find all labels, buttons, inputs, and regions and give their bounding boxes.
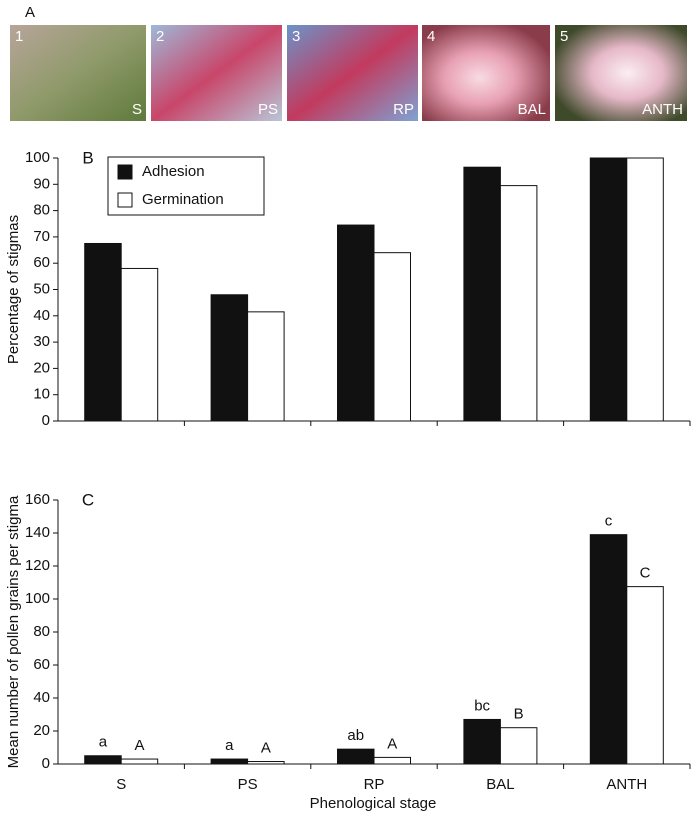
legend-swatch (117, 164, 133, 180)
photo-number: 4 (427, 28, 435, 45)
panel-label: B (82, 148, 93, 167)
photo (10, 25, 146, 121)
legend-label: Adhesion (142, 163, 205, 180)
y-tick-label: 20 (33, 722, 50, 739)
x-tick-label: BAL (486, 776, 514, 793)
x-tick-label: S (116, 776, 126, 793)
x-tick-label: ANTH (606, 776, 647, 793)
y-tick-label: 140 (25, 524, 50, 541)
photo-label: ANTH (642, 101, 683, 118)
bar (210, 294, 249, 422)
photo-number: 5 (560, 28, 568, 45)
bar (120, 758, 159, 765)
photo-label: PS (258, 101, 278, 118)
significance-label: C (640, 565, 651, 582)
y-tick-label: 30 (33, 333, 50, 350)
y-tick-label: 120 (25, 557, 50, 574)
bar (589, 157, 628, 422)
photo (287, 25, 418, 121)
y-tick-label: 60 (33, 254, 50, 271)
photo-label: S (132, 101, 142, 118)
y-tick-label: 0 (42, 412, 50, 429)
y-tick-label: 90 (33, 175, 50, 192)
legend-swatch (117, 192, 133, 208)
bar (463, 718, 501, 765)
bar (589, 534, 628, 765)
y-tick-label: 70 (33, 228, 50, 245)
photo-label: RP (393, 101, 414, 118)
significance-label: ab (347, 727, 364, 744)
photo-number: 2 (156, 28, 164, 45)
bar (84, 242, 122, 422)
x-axis-label: Phenological stage (310, 795, 437, 812)
photo (422, 25, 550, 121)
significance-label: a (99, 734, 108, 751)
x-tick-label: PS (238, 776, 258, 793)
photo-number: 1 (15, 28, 23, 45)
photo (555, 25, 687, 121)
legend-label: Germination (142, 191, 224, 208)
bar (499, 727, 538, 765)
bar (337, 224, 375, 422)
y-tick-label: 80 (33, 623, 50, 640)
y-axis-label: Percentage of stigmas (5, 215, 22, 364)
bar (210, 758, 249, 765)
y-tick-label: 50 (33, 280, 50, 297)
significance-label: A (134, 737, 144, 754)
bar (247, 311, 285, 422)
charts: 0 10 20 30 40 50 60 70 80 90 100 Percentage of stig… (5, 148, 691, 812)
photo-panel: A 1 S 2 PS 3 RP 4 BAL 5 ANTH (10, 4, 687, 121)
photo-number: 3 (292, 28, 300, 45)
significance-label: B (514, 706, 524, 723)
bar (337, 748, 375, 765)
photo-label: BAL (518, 101, 546, 118)
bar (626, 157, 664, 422)
y-tick-label: 60 (33, 656, 50, 673)
y-tick-label: 0 (42, 755, 50, 772)
y-tick-label: 40 (33, 307, 50, 324)
bar (120, 267, 159, 422)
y-tick-label: 10 (33, 386, 50, 403)
y-axis-label: Mean number of pollen grains per stigma (5, 495, 22, 768)
y-tick-label: 80 (33, 202, 50, 219)
bar (463, 166, 501, 422)
bar (373, 252, 411, 422)
panel-label: A (25, 4, 35, 21)
bar (84, 755, 122, 765)
bar (373, 756, 411, 765)
panel-label: C (82, 490, 94, 509)
significance-label: bc (474, 697, 490, 714)
y-tick-label: 100 (25, 590, 50, 607)
significance-label: A (387, 735, 397, 752)
significance-label: a (225, 737, 234, 754)
legend-box (107, 156, 265, 216)
significance-label: c (605, 513, 613, 530)
y-tick-label: 20 (33, 359, 50, 376)
x-tick-label: RP (364, 776, 385, 793)
bar (499, 185, 538, 422)
y-tick-label: 100 (25, 149, 50, 166)
photo (151, 25, 282, 121)
bar (247, 761, 285, 765)
bar (626, 586, 664, 765)
y-tick-label: 40 (33, 689, 50, 706)
y-tick-label: 160 (25, 491, 50, 508)
significance-label: A (261, 739, 271, 756)
